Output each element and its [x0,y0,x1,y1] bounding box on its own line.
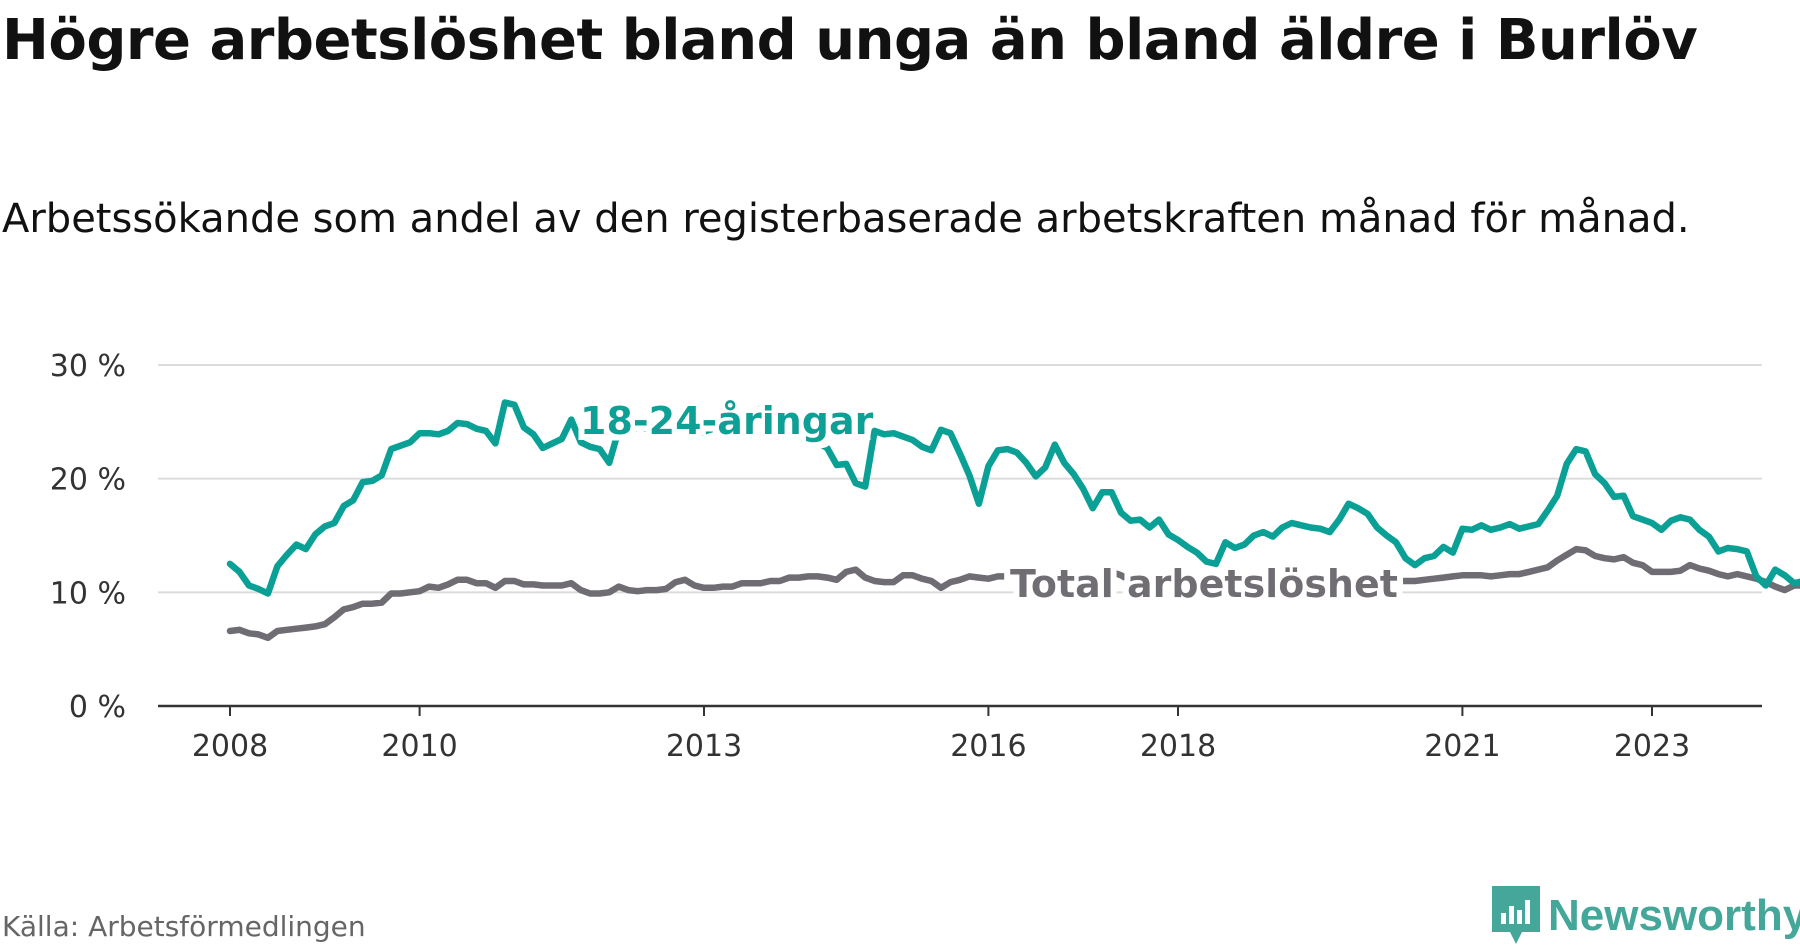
y-tick-label: 10 % [50,576,126,611]
brand-name: Newsworthy [1548,891,1800,940]
y-tick-label: 0 % [69,690,126,725]
x-tick-label: 2021 [1424,729,1500,764]
y-tick-label: 20 % [50,463,126,498]
gridlines [158,364,1762,594]
newsworthy-logo-icon [1492,886,1540,944]
x-tick-label: 2008 [192,729,268,764]
y-axis: 0 % 10 % 20 % 30 % [50,349,126,725]
series-lines [226,399,1800,642]
x-tick-label: 2016 [950,729,1026,764]
source-note: Källa: Arbetsförmedlingen [2,910,366,943]
x-tick-label: 2018 [1140,729,1216,764]
line-chart: 0 % 10 % 20 % 30 % 2008 2010 2013 2016 2018 2021… [50,349,1800,764]
x-tick-label: 2023 [1614,729,1690,764]
y-tick-label: 30 % [50,349,126,384]
x-tick-label: 2010 [381,729,457,764]
series-label-youth: 18-24-åringar [580,399,874,443]
series-label-total: Total arbetslöshet [1010,562,1398,606]
x-tick-label: 2013 [666,729,742,764]
brand-logo: Newsworthy [1492,886,1800,946]
series-line-total [226,545,1800,642]
series-line-youth [226,399,1800,597]
chart-subtitle: Arbetssökande som andel av den registerb… [2,196,1690,242]
chart-title: Högre arbetslöshet bland unga än bland ä… [2,8,1698,73]
x-axis: 2008 2010 2013 2016 2018 2021 2023 [192,706,1690,764]
